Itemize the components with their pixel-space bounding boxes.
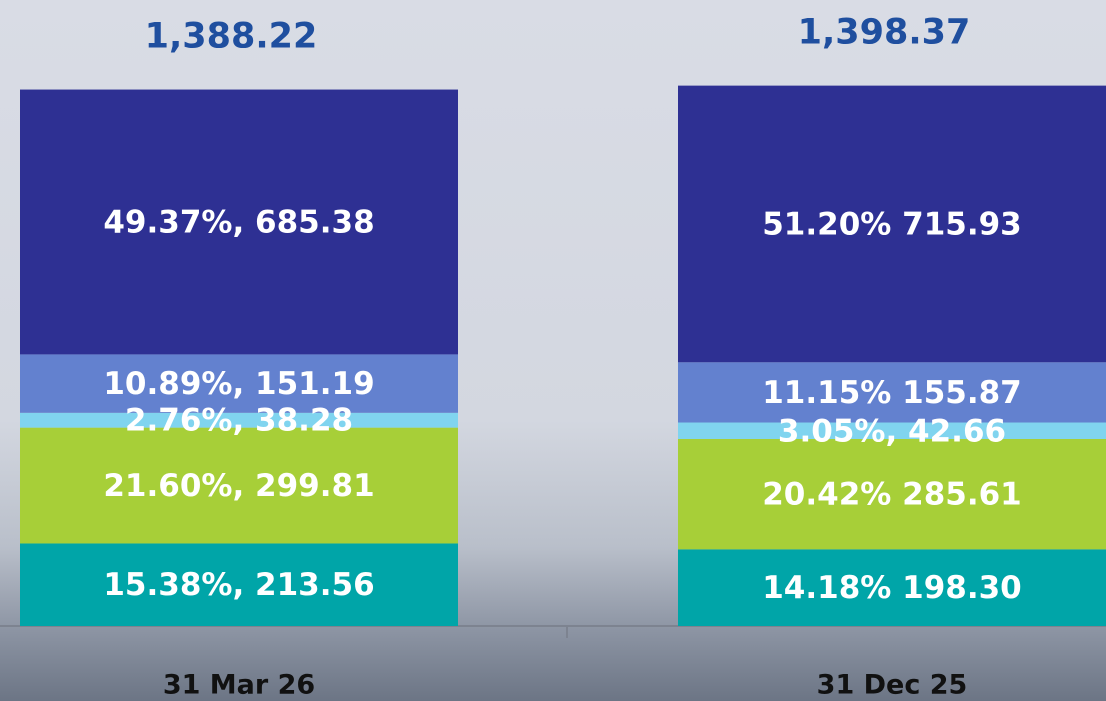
bar-segment	[20, 354, 458, 413]
segment-label: 15.38%, 213.56	[103, 567, 374, 603]
bar-segment	[678, 362, 1106, 423]
segment-label: 51.20% 715.93	[762, 206, 1022, 242]
bar-segment	[20, 89, 458, 355]
segment-label: 2.76%, 38.28	[125, 403, 353, 439]
bar-segment	[20, 412, 458, 428]
bar-segment	[678, 549, 1106, 626]
segment-label: 49.37%, 685.38	[103, 204, 374, 240]
x-tick-label: 31 Dec 25	[817, 670, 968, 701]
bar-segment	[678, 439, 1106, 550]
bar-segment	[20, 427, 458, 544]
bar-segment	[678, 422, 1106, 440]
bar-segment	[678, 85, 1106, 363]
segment-label: 10.89%, 151.19	[103, 366, 374, 402]
segment-label: 21.60%, 299.81	[103, 468, 374, 504]
segment-label: 11.15% 155.87	[762, 375, 1022, 411]
bar-segment	[20, 543, 458, 626]
segment-label: 14.18% 198.30	[762, 570, 1022, 606]
total-label: 1,398.37	[798, 13, 971, 53]
x-tick-label: 31 Mar 26	[163, 670, 315, 701]
total-label: 1,388.22	[145, 17, 318, 57]
segment-label: 3.05%, 42.66	[778, 413, 1006, 449]
segment-label: 20.42% 285.61	[762, 477, 1022, 513]
